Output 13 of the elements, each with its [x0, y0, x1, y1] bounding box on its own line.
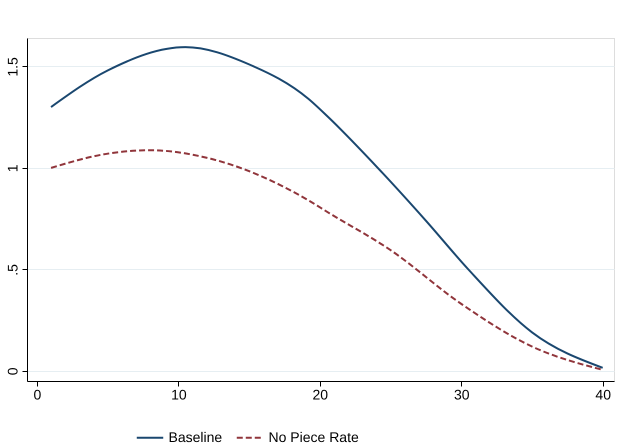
y-tick-label: 0 [4, 367, 20, 376]
x-tick-label: 40 [595, 386, 612, 402]
line-series [50, 149, 604, 371]
x-tick-label: 20 [312, 386, 328, 402]
y-tick-label: 1.5 [4, 56, 20, 77]
x-tick-label: 0 [34, 386, 42, 402]
x-tick-label: 10 [171, 386, 187, 402]
x-tick-label: 30 [454, 386, 470, 402]
y-tick-label: .5 [4, 264, 20, 276]
y-tick-label: 1 [4, 164, 20, 172]
line-series [50, 46, 604, 369]
legend-label: Baseline [168, 428, 222, 445]
legend-label: No Piece Rate [268, 428, 359, 445]
